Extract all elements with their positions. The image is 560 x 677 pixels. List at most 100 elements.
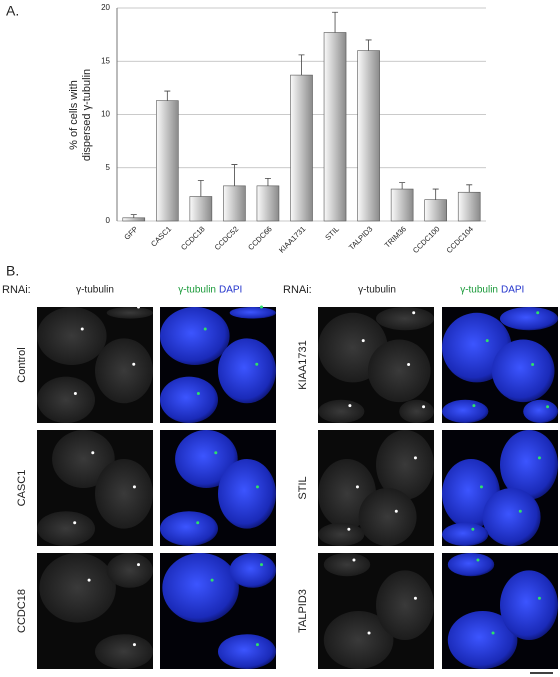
centrosome bbox=[413, 596, 417, 600]
nucleus bbox=[229, 553, 276, 588]
row-label: Control bbox=[16, 347, 28, 382]
centrosome-green bbox=[537, 596, 541, 600]
centrosome-green bbox=[214, 451, 218, 455]
channel-label: γ-tubulin bbox=[358, 285, 396, 296]
error-bar bbox=[365, 39, 372, 51]
nucleus bbox=[442, 399, 489, 423]
centrosome bbox=[412, 311, 416, 315]
y-tick-label: 5 bbox=[106, 163, 111, 172]
row-label: CCDC18 bbox=[16, 589, 28, 633]
channel-label: DAPI bbox=[501, 285, 524, 296]
x-tick-label: CCDC18 bbox=[179, 224, 207, 252]
rnai-label: RNAi: bbox=[2, 284, 31, 296]
x-tick-label: CCDC66 bbox=[246, 224, 274, 252]
cell bbox=[95, 459, 153, 529]
nucleus bbox=[218, 459, 276, 529]
centrosome-green bbox=[476, 558, 480, 562]
centrosome bbox=[137, 305, 140, 309]
cell bbox=[106, 553, 153, 588]
y-tick-label: 15 bbox=[101, 56, 110, 65]
x-tick-label: CCDC100 bbox=[411, 224, 442, 255]
x-tick-label: GFP bbox=[122, 224, 139, 241]
cell bbox=[399, 399, 434, 423]
centrosome bbox=[347, 527, 351, 531]
y-tick-label: 0 bbox=[106, 216, 111, 225]
centrosome bbox=[352, 558, 356, 562]
bar bbox=[256, 185, 280, 222]
centrosome bbox=[73, 521, 77, 525]
cell bbox=[95, 338, 153, 404]
centrosome-green bbox=[210, 578, 214, 582]
nucleus bbox=[160, 307, 230, 365]
bar bbox=[189, 196, 213, 222]
centrosome-green bbox=[536, 311, 540, 315]
error-bar bbox=[130, 214, 137, 218]
x-tick-label: TALPID3 bbox=[347, 224, 374, 251]
centrosome bbox=[87, 578, 91, 582]
x-tick-label: STIL bbox=[323, 224, 341, 242]
centrosome-green bbox=[203, 327, 207, 331]
cell bbox=[37, 376, 95, 423]
centrosome-green bbox=[255, 643, 259, 647]
cell bbox=[106, 307, 153, 319]
bar bbox=[122, 217, 146, 222]
error-bar bbox=[332, 11, 339, 33]
centrosome-green bbox=[485, 339, 489, 343]
panel-label: B. bbox=[6, 263, 19, 279]
bar bbox=[290, 74, 313, 222]
cell bbox=[52, 430, 115, 488]
nucleus bbox=[447, 553, 495, 577]
cell bbox=[376, 307, 434, 331]
error-bar bbox=[197, 180, 204, 197]
centrosome bbox=[132, 485, 136, 489]
nucleus bbox=[175, 430, 238, 488]
row-label: KIAA1731 bbox=[297, 340, 309, 390]
centrosome-green bbox=[537, 456, 541, 460]
row-label: TALPID3 bbox=[297, 589, 309, 633]
x-tick-label: CCDC104 bbox=[445, 224, 476, 255]
centrosome-green bbox=[260, 563, 263, 567]
centrosome bbox=[91, 451, 95, 455]
nucleus bbox=[160, 376, 218, 423]
cell bbox=[318, 522, 365, 547]
bar bbox=[457, 191, 481, 222]
nucleus bbox=[491, 339, 555, 403]
cell bbox=[37, 511, 95, 546]
cell bbox=[376, 570, 434, 640]
centrosome bbox=[367, 631, 371, 635]
channel-label: γ-tubulin bbox=[178, 285, 216, 296]
x-tick-label: CASC1 bbox=[149, 224, 173, 248]
rnai-label: RNAi: bbox=[283, 284, 312, 296]
cell bbox=[37, 307, 107, 365]
bar bbox=[323, 32, 347, 222]
nucleus bbox=[218, 338, 276, 404]
x-tick-label: CCDC52 bbox=[213, 224, 241, 252]
channel-label: γ-tubulin bbox=[460, 285, 498, 296]
y-tick-label: 10 bbox=[101, 110, 110, 119]
centrosome-green bbox=[196, 392, 200, 396]
y-tick-label: 20 bbox=[101, 3, 110, 12]
bar bbox=[390, 188, 414, 222]
error-bar bbox=[164, 90, 171, 101]
centrosome bbox=[422, 405, 426, 409]
nucleus bbox=[229, 307, 276, 319]
cell bbox=[39, 553, 116, 623]
centrosome-green bbox=[196, 521, 200, 525]
centrosome-green bbox=[255, 362, 259, 366]
nucleus bbox=[500, 430, 558, 500]
error-bar bbox=[466, 184, 473, 193]
nucleus bbox=[218, 634, 276, 669]
error-bar bbox=[432, 188, 439, 200]
centrosome bbox=[132, 362, 136, 366]
nucleus bbox=[500, 307, 558, 331]
nucleus bbox=[160, 511, 218, 546]
centrosome bbox=[355, 485, 359, 489]
y-axis-label: % of cells with bbox=[68, 80, 80, 150]
centrosome-green bbox=[255, 485, 259, 489]
centrosome bbox=[132, 643, 136, 647]
cell bbox=[358, 488, 417, 546]
centrosome bbox=[407, 363, 411, 367]
centrosome-green bbox=[531, 363, 535, 367]
cell bbox=[323, 553, 371, 577]
